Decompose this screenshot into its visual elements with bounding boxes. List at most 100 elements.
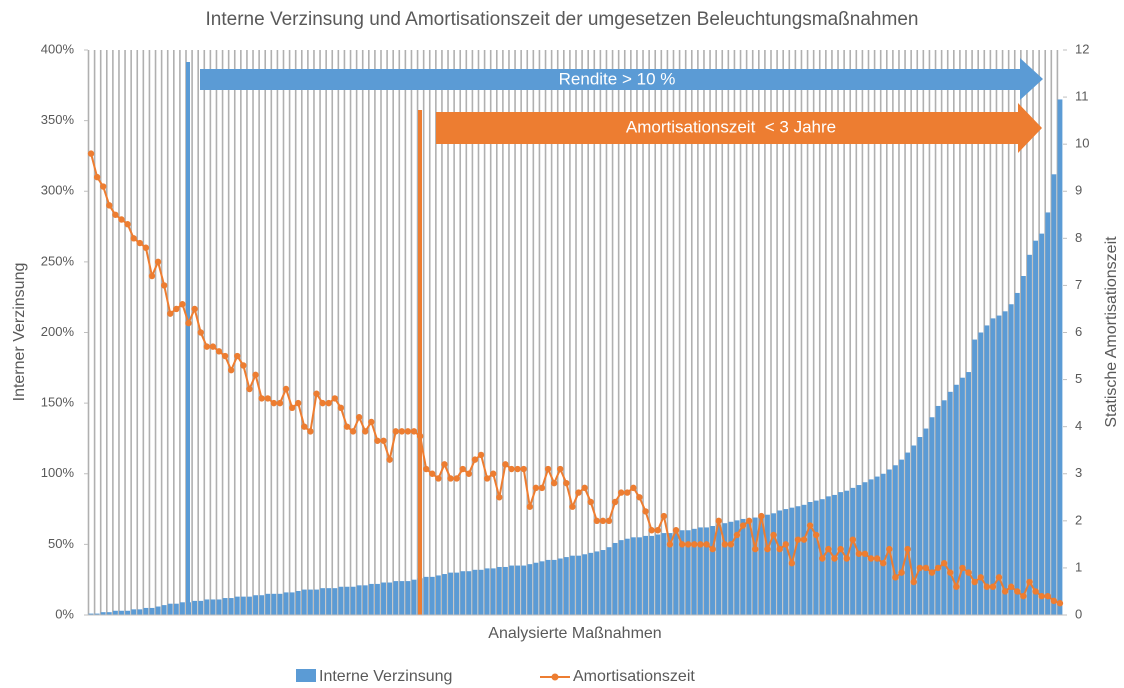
- line-marker: [855, 550, 863, 557]
- bar: [375, 583, 380, 615]
- line-marker: [575, 489, 582, 496]
- line-marker: [660, 512, 668, 520]
- bar: [856, 485, 862, 615]
- line-marker: [733, 531, 741, 539]
- bar: [576, 555, 581, 615]
- line-marker: [112, 211, 119, 218]
- bar: [953, 384, 959, 615]
- threshold-line: [418, 110, 422, 615]
- line-marker: [264, 395, 271, 402]
- line-marker: [392, 428, 399, 435]
- bar: [338, 586, 344, 615]
- line-marker: [940, 560, 948, 567]
- line-marker: [173, 305, 180, 313]
- bar: [612, 542, 618, 615]
- bar: [356, 585, 362, 615]
- bar: [521, 565, 527, 615]
- line-marker: [587, 498, 594, 506]
- line-marker: [447, 475, 454, 482]
- bar: [515, 565, 521, 615]
- bar: [167, 603, 173, 615]
- bar: [1057, 99, 1063, 615]
- line-marker: [532, 484, 540, 492]
- bar: [100, 612, 106, 615]
- line-marker: [441, 461, 448, 468]
- line-marker: [983, 583, 991, 590]
- y2-axis-label: Statische Amortisationszeit: [1103, 236, 1120, 428]
- bar: [405, 581, 411, 615]
- x-axis-label: Analysierte Maßnahmen: [488, 625, 661, 642]
- y2-tick-label: 6: [1075, 324, 1082, 339]
- line-marker: [648, 527, 655, 534]
- line-marker: [282, 385, 290, 393]
- bar: [234, 596, 240, 615]
- line-marker: [93, 173, 101, 181]
- line-marker: [618, 489, 625, 496]
- bar: [265, 593, 271, 615]
- line-marker: [678, 541, 686, 548]
- y2-tick-label: 8: [1075, 230, 1082, 245]
- bar: [984, 325, 990, 615]
- line-marker: [221, 352, 229, 360]
- y2-tick-label: 2: [1075, 512, 1082, 527]
- bar: [283, 592, 289, 615]
- bar: [649, 535, 655, 615]
- bar: [326, 588, 332, 615]
- line-marker: [794, 536, 802, 543]
- y2-tick-label: 1: [1075, 559, 1082, 574]
- line-marker: [1008, 583, 1015, 590]
- line-marker: [934, 564, 942, 572]
- y2-tick-label: 4: [1075, 418, 1082, 433]
- line-marker: [209, 343, 217, 350]
- line-marker: [1001, 588, 1009, 595]
- bar: [551, 559, 557, 615]
- bar: [478, 569, 484, 615]
- bar: [1027, 254, 1032, 615]
- bar: [777, 510, 783, 615]
- line-marker: [977, 574, 984, 581]
- line-marker: [386, 456, 393, 463]
- line-marker: [904, 545, 911, 553]
- bar: [972, 339, 978, 615]
- y-tick-label: 150%: [41, 395, 75, 410]
- line-marker: [477, 451, 485, 459]
- bar: [1045, 212, 1051, 615]
- bar: [277, 593, 283, 615]
- line-marker: [398, 428, 406, 435]
- bar: [198, 600, 204, 615]
- bar: [387, 582, 393, 615]
- bar: [734, 520, 740, 615]
- line-marker: [581, 484, 588, 492]
- bar: [990, 318, 996, 615]
- line-marker: [800, 536, 808, 543]
- bar: [222, 598, 228, 615]
- bar: [801, 504, 807, 615]
- line-marker: [636, 494, 643, 501]
- line-marker: [106, 202, 113, 209]
- bar: [935, 405, 941, 615]
- line-marker: [319, 399, 326, 407]
- bar: [960, 377, 965, 615]
- bar: [240, 596, 246, 615]
- bar: [588, 552, 594, 615]
- line-marker: [100, 183, 107, 190]
- line-marker: [752, 545, 759, 553]
- bar: [496, 566, 502, 615]
- line-marker: [947, 569, 954, 576]
- line-marker: [167, 310, 174, 317]
- bar: [149, 607, 155, 615]
- line-marker: [258, 395, 265, 402]
- legend-swatch: [551, 673, 559, 681]
- bar: [892, 465, 898, 615]
- line-marker: [496, 494, 503, 501]
- line-marker: [362, 428, 369, 435]
- bar: [752, 517, 758, 615]
- line-marker: [685, 541, 692, 548]
- bar: [557, 558, 563, 615]
- line-marker: [295, 399, 302, 407]
- y-axis-label: Interner Verzinsung: [11, 263, 28, 402]
- bar: [563, 557, 569, 615]
- bar: [710, 526, 716, 615]
- legend-label: Interne Verzinsung: [319, 668, 452, 685]
- line-marker: [788, 560, 796, 567]
